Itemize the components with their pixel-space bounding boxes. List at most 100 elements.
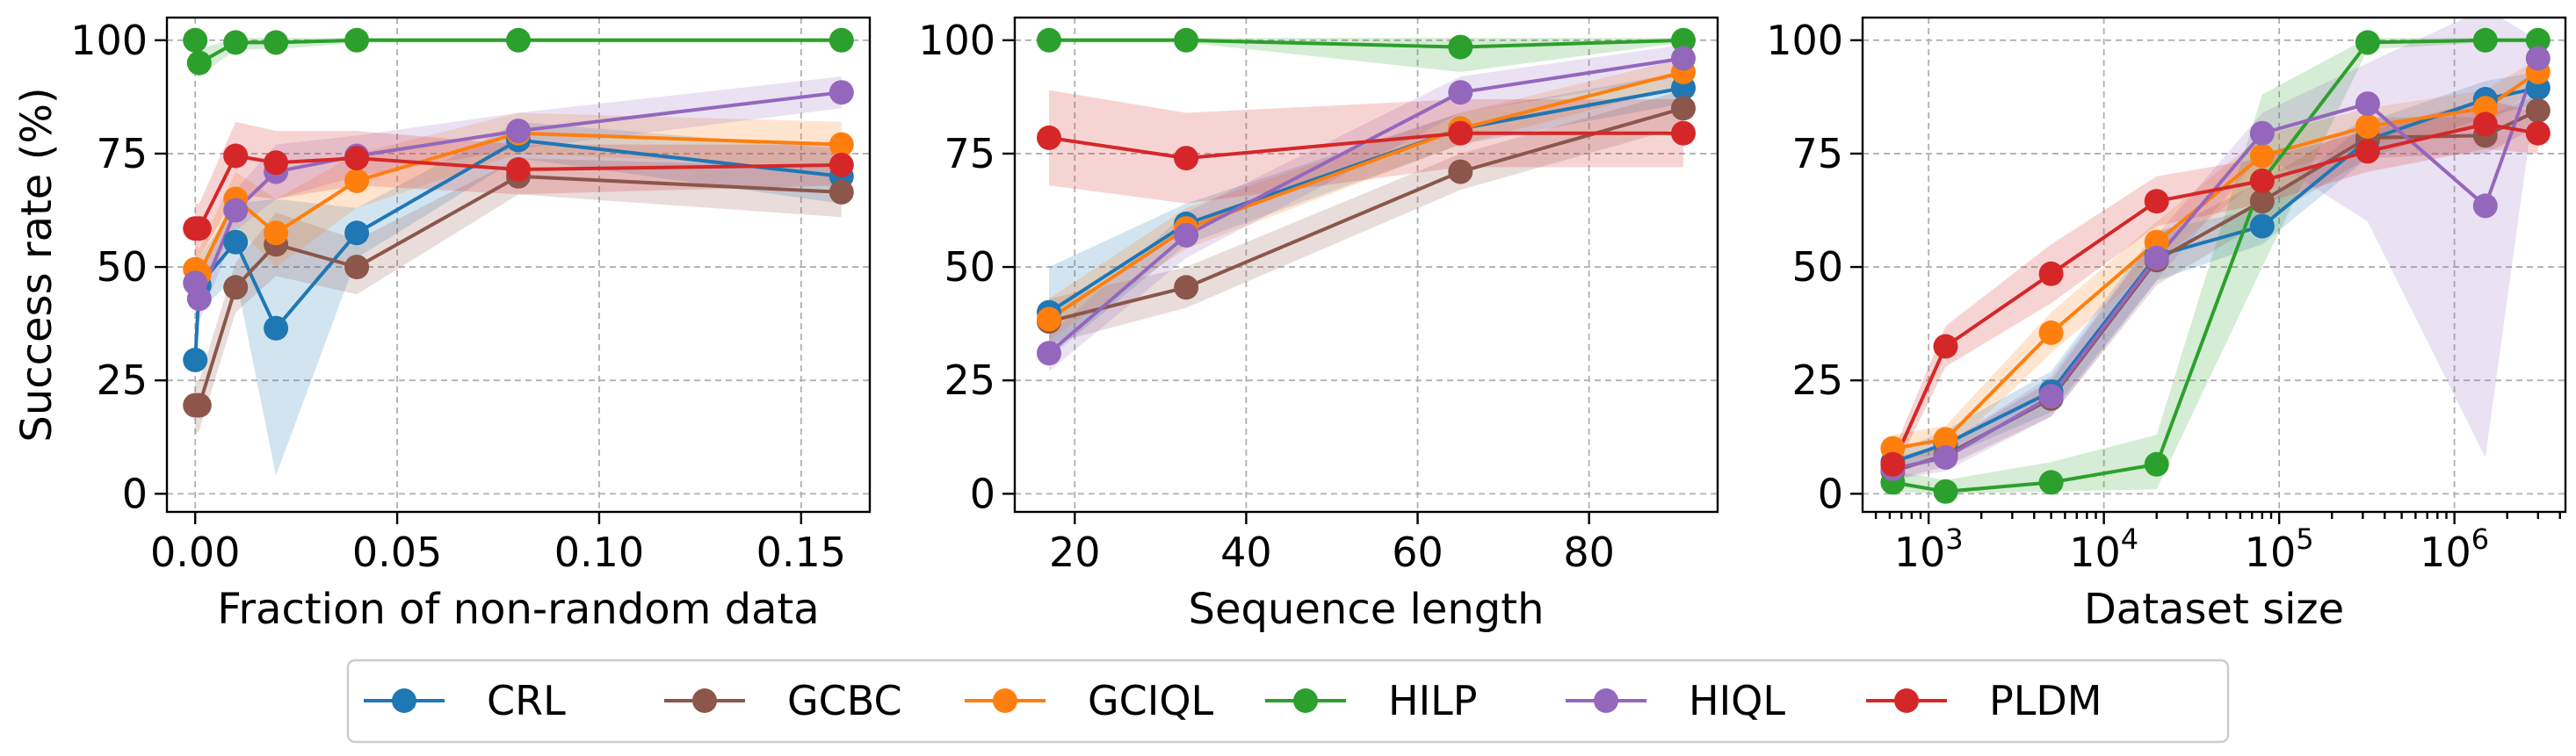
point-pldm [2038, 261, 2064, 286]
legend-marker [1594, 688, 1618, 713]
point-hiql [1671, 46, 1696, 71]
point-pldm [506, 157, 531, 182]
point-pldm [2144, 189, 2169, 214]
point-hilp [829, 27, 854, 53]
legend-label: GCBC [787, 677, 902, 724]
x-tick-label: 0.05 [352, 529, 442, 576]
point-hilp [223, 30, 249, 55]
y-axis-label: Success rate (%) [12, 87, 62, 442]
y-tick-label: 25 [944, 356, 995, 404]
series-line-gcbc [1048, 106, 1684, 324]
point-gciql [344, 168, 370, 193]
point-hilp [506, 27, 531, 53]
band-gcbc [195, 158, 842, 436]
point-hiql [506, 119, 531, 144]
point-hiql [1037, 341, 1061, 366]
point-hiql [2472, 193, 2498, 219]
y-tick-label: 0 [122, 470, 148, 517]
legend-marker [392, 688, 416, 713]
x-tick-label: 60 [1392, 529, 1444, 576]
x-axis-label: Dataset size [2084, 585, 2344, 634]
point-crl [344, 220, 370, 246]
x-tick-label: 0.10 [554, 529, 644, 576]
point-hilp [2525, 27, 2551, 53]
point-pldm [2355, 139, 2380, 164]
point-gcbc [186, 392, 212, 418]
point-gciql [2038, 320, 2064, 345]
point-hiql [2525, 46, 2551, 71]
series-line-hiql [1892, 57, 2540, 471]
axes-frame [1861, 16, 2567, 514]
point-hiql [2249, 120, 2275, 146]
band-pldm [1049, 90, 1683, 204]
legend-item-hilp: HILP [1265, 677, 1478, 724]
x-tick-label: 0.15 [756, 529, 846, 576]
point-pldm [264, 150, 289, 176]
point-hilp [264, 30, 289, 55]
band-crl [195, 121, 842, 476]
point-hiql [829, 80, 854, 105]
point-hilp [344, 27, 370, 53]
point-hiql [1933, 445, 1958, 470]
x-tick-label: 40 [1220, 529, 1272, 576]
point-hilp [1037, 27, 1061, 53]
band-hiql [195, 76, 842, 322]
point-crl [264, 315, 289, 341]
point-gciql [1037, 306, 1061, 332]
legend-marker [993, 688, 1017, 713]
series-line-pldm [1891, 122, 2539, 465]
band-hilp [1892, 38, 2538, 494]
x-axis-label: Fraction of non-random data [217, 585, 819, 634]
y-tick-label: 75 [96, 130, 148, 177]
axes-frame [165, 16, 872, 514]
series-line-pldm [1048, 131, 1683, 161]
x-tick-label: 103 [1894, 522, 1964, 576]
point-hiql [1174, 222, 1199, 248]
legend-label: GCIQL [1088, 677, 1214, 724]
legend-item-pldm: PLDM [1866, 677, 2102, 724]
point-gcbc [1174, 275, 1199, 300]
point-hiql [1448, 80, 1473, 105]
y-tick-label: 100 [918, 17, 995, 64]
legend-label: PLDM [1989, 677, 2102, 724]
point-pldm [186, 216, 212, 241]
legend-label: HIQL [1689, 677, 1785, 724]
legend-item-crl: CRL [364, 677, 566, 724]
y-tick-label: 75 [944, 130, 995, 177]
legend-item-gciql: GCIQL [965, 677, 1214, 724]
axes-frame [1013, 16, 1719, 514]
legend: CRL GCBC GCIQL HILP HIQL PLDM [346, 659, 2230, 744]
point-hilp [2472, 27, 2498, 53]
x-tick-label: 105 [2245, 522, 2314, 576]
point-hilp [1933, 479, 1958, 504]
point-hilp [1448, 34, 1473, 60]
legend-marker [1894, 688, 1919, 713]
point-hiql [2355, 91, 2380, 117]
series-line-gciql [1047, 70, 1684, 321]
series-line-crl [1047, 86, 1684, 314]
legend-marker [692, 688, 717, 713]
point-gciql [2355, 114, 2380, 139]
point-crl [2249, 213, 2275, 239]
panel-fraction-non-random: 0.00 0.05 0.10 0.15 0 25 50 75 100 Fraction of no… [12, 16, 872, 634]
y-tick-label: 50 [1791, 243, 1843, 291]
series-line-hiql [1047, 56, 1684, 355]
x-tick-label: 20 [1049, 529, 1101, 576]
series-line-crl [1892, 86, 2539, 464]
panel-sequence-length: 20 40 60 80 0 25 50 75 100 Sequence length [918, 16, 1719, 634]
point-gcbc [2525, 97, 2551, 123]
x-tick-label: 80 [1563, 529, 1615, 576]
point-hilp [2144, 451, 2169, 477]
legend-label: HILP [1388, 677, 1478, 724]
legend-marker [1293, 688, 1318, 713]
legend-item-hiql: HIQL [1566, 677, 1785, 724]
point-crl [183, 348, 208, 372]
y-tick-label: 50 [944, 243, 995, 291]
y-tick-label: 100 [1766, 17, 1843, 64]
point-pldm [2472, 112, 2498, 137]
legend-item-gcbc: GCBC [664, 677, 902, 724]
point-pldm [344, 146, 370, 171]
point-hiql [2038, 384, 2064, 409]
x-tick-label: 106 [2420, 522, 2489, 576]
